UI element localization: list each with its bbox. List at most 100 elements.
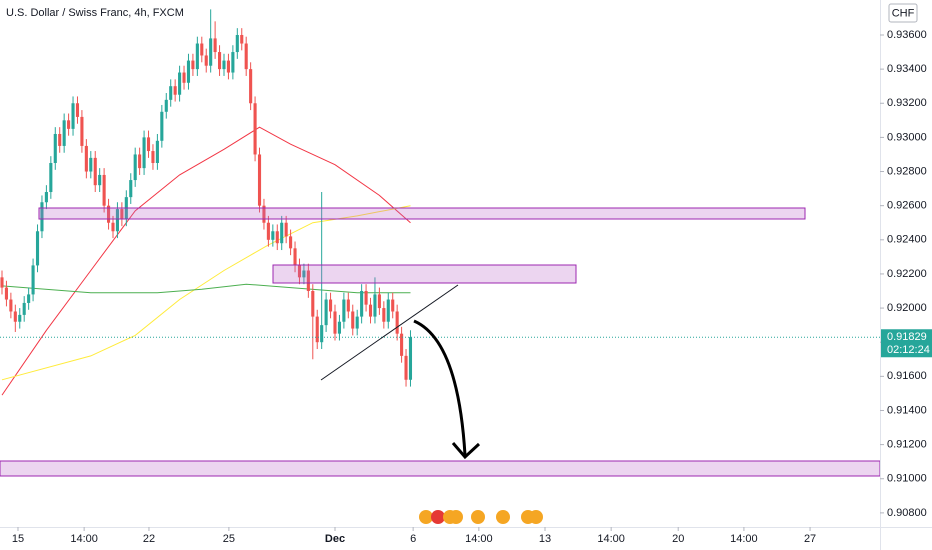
candle-body: [311, 291, 315, 317]
y-tick-label: 0.92200: [887, 268, 927, 280]
candle-body: [337, 321, 341, 334]
candle-body: [351, 311, 355, 329]
candle-body: [315, 316, 319, 343]
x-tick-label: 20: [672, 533, 684, 545]
candle-body: [293, 248, 297, 266]
candle-body: [164, 99, 168, 112]
candle-body: [289, 236, 293, 249]
candle-body: [360, 291, 364, 317]
candle-body: [31, 265, 35, 295]
candle-body: [302, 270, 306, 278]
y-tick-label: 0.90800: [887, 507, 927, 519]
candle-body: [13, 311, 17, 322]
y-tick-label: 0.93600: [887, 29, 927, 41]
candle-body: [62, 120, 66, 146]
candle-body: [284, 222, 288, 237]
x-tick-label: Dec: [325, 533, 345, 545]
candle-body: [364, 291, 368, 305]
x-tick-label: 14:00: [730, 533, 758, 545]
candle-body: [333, 311, 337, 334]
candle-body: [155, 140, 159, 163]
candle-body: [146, 137, 151, 152]
candle-body: [169, 86, 173, 100]
y-tick-label: 0.92400: [887, 234, 927, 246]
candle-body: [244, 43, 248, 70]
currency-button[interactable]: [888, 3, 918, 23]
candle-body: [71, 103, 75, 129]
candle-body: [18, 314, 22, 322]
candle-body: [98, 174, 102, 186]
candle-body: [107, 205, 111, 223]
event-icons: [419, 510, 543, 524]
event-icon: [449, 510, 463, 524]
candle-body: [22, 302, 26, 315]
title-bg: [0, 4, 166, 22]
candle-body: [9, 299, 13, 312]
last-price-box: [881, 329, 932, 358]
y-tick-label: 0.91200: [887, 439, 927, 451]
candle-body: [27, 294, 31, 303]
trend-line: [320, 284, 459, 381]
candle-body: [0, 277, 4, 288]
candle-body: [240, 34, 244, 44]
candle-body: [213, 38, 217, 53]
y-tick-label: 0.91400: [887, 404, 927, 416]
candle-body: [253, 103, 257, 155]
arrow-head: [451, 442, 481, 460]
candle-body: [58, 133, 62, 146]
x-tick-label: 27: [804, 533, 816, 545]
candle-body: [257, 154, 262, 206]
plot-area: [0, 9, 880, 396]
x-tick-label: 25: [223, 533, 235, 545]
candle-body: [89, 157, 93, 172]
candle-body: [67, 120, 71, 129]
candle-body: [129, 180, 133, 198]
moving-average: [1, 205, 411, 381]
candle-body: [191, 60, 195, 70]
zone: [272, 264, 577, 284]
axes: 0.93600 0.93400 0.93200 0.93000 0.92800 0.926…: [12, 29, 932, 545]
event-icon: [471, 510, 485, 524]
candle-body: [404, 355, 408, 380]
candle-body: [222, 60, 226, 70]
candle-body: [204, 55, 208, 66]
candle-body: [271, 231, 275, 240]
y-tick-label: 0.92600: [887, 200, 927, 212]
candle-body: [173, 86, 177, 95]
candle-body: [35, 231, 40, 266]
candle-body: [235, 34, 239, 53]
x-tick-label: 14:00: [70, 533, 98, 545]
candle-body: [120, 209, 124, 220]
zone: [38, 207, 806, 220]
countdown: 02:12:24: [887, 344, 930, 356]
candle-body: [160, 111, 164, 141]
candle-body: [386, 299, 390, 322]
candle-body: [195, 43, 199, 70]
candle-body: [368, 304, 373, 317]
candle-body: [178, 72, 182, 95]
y-tick-label: 0.91000: [887, 473, 927, 485]
candle-body: [186, 60, 191, 83]
candle-body: [182, 72, 186, 83]
candle-body: [115, 209, 119, 232]
candle-body: [4, 287, 8, 300]
candle-body: [218, 52, 222, 70]
x-tick-label: 14:00: [597, 533, 625, 545]
candle-body: [249, 69, 253, 104]
currency[interactable]: CHF: [892, 7, 915, 19]
candle-body: [84, 145, 88, 172]
x-tick-label: 13: [539, 533, 551, 545]
candle-body: [93, 157, 97, 186]
candle-body: [324, 299, 328, 326]
y-tick-label: 0.93000: [887, 131, 927, 143]
candle-body: [320, 325, 324, 343]
candle-body: [111, 222, 115, 232]
candle-body: [408, 337, 413, 380]
candle-body: [200, 43, 204, 56]
candle-body: [266, 222, 270, 240]
candle-body: [329, 299, 333, 312]
candle-body: [231, 52, 235, 73]
candle-body: [297, 265, 302, 278]
y-tick-label: 0.92000: [887, 302, 927, 314]
candle-body: [133, 154, 137, 181]
